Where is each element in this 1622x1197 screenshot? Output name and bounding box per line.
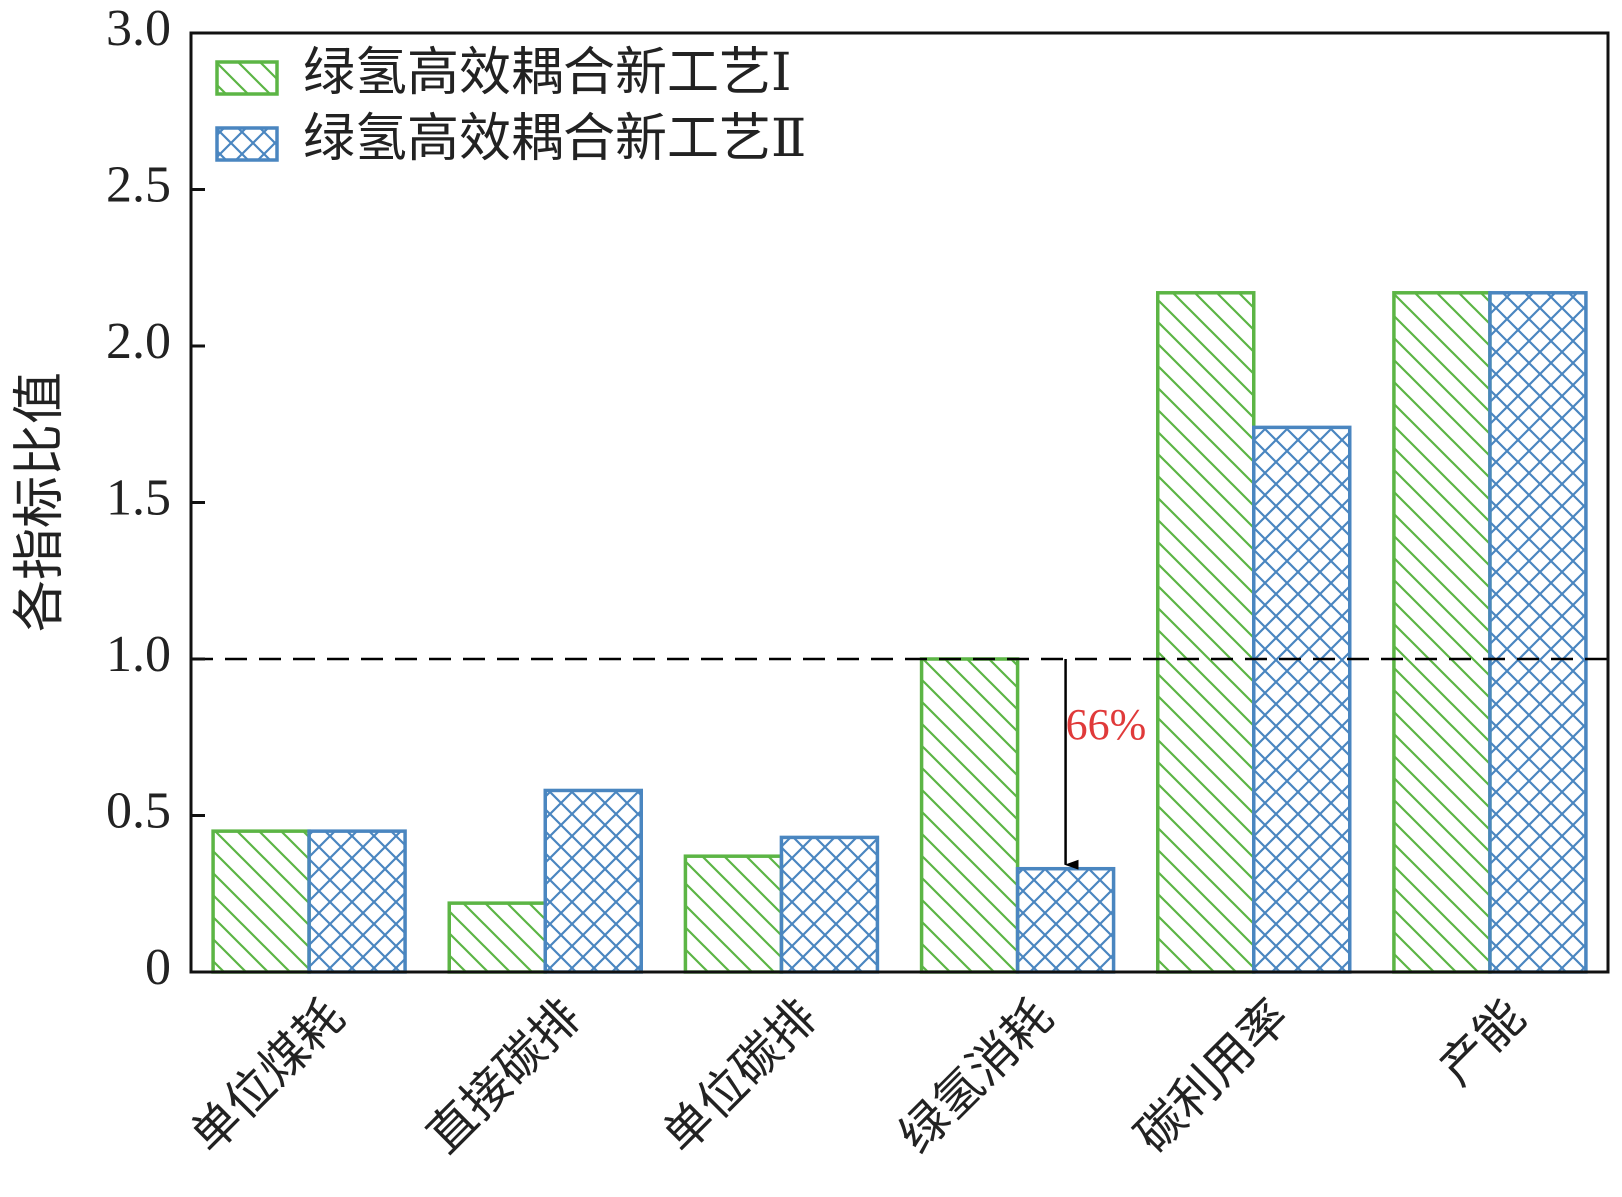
annotation: 66% xyxy=(1066,700,1147,749)
bar xyxy=(1252,425,1352,974)
bar xyxy=(1156,291,1256,974)
legend-label: 绿氢高效耦合新工艺Ⅰ xyxy=(303,45,792,102)
y-tick-label: 2.5 xyxy=(106,156,171,213)
y-tick-label: 1.0 xyxy=(106,626,171,683)
y-tick-label: 3.0 xyxy=(106,0,171,57)
legend-swatch xyxy=(215,126,279,162)
y-tick-label: 0.5 xyxy=(106,782,171,839)
bar xyxy=(211,829,311,974)
y-axis-label: 各指标比值 xyxy=(12,372,69,632)
legend-label: 绿氢高效耦合新工艺Ⅱ xyxy=(303,111,806,168)
bar xyxy=(919,657,1020,974)
bar xyxy=(543,788,643,974)
x-tick-label: 单位碳排 xyxy=(654,990,827,1163)
y-tick-label: 2.0 xyxy=(106,313,171,370)
y-tick-label: 1.5 xyxy=(106,469,171,526)
x-tick-label: 单位煤耗 xyxy=(181,990,354,1163)
x-tick-label: 产能 xyxy=(1430,990,1535,1095)
y-tick-label: 0 xyxy=(145,939,171,996)
bar xyxy=(1015,866,1116,974)
legend-swatch xyxy=(215,60,279,96)
bar xyxy=(307,829,407,974)
bar xyxy=(447,901,547,974)
x-tick-label: 绿氢消耗 xyxy=(890,990,1063,1163)
x-tick-label: 直接碳排 xyxy=(418,990,591,1163)
bar xyxy=(1392,291,1492,974)
bar xyxy=(683,854,784,974)
x-tick-label: 碳利用率 xyxy=(1126,990,1299,1163)
bar xyxy=(779,835,880,974)
bar xyxy=(1488,291,1588,974)
